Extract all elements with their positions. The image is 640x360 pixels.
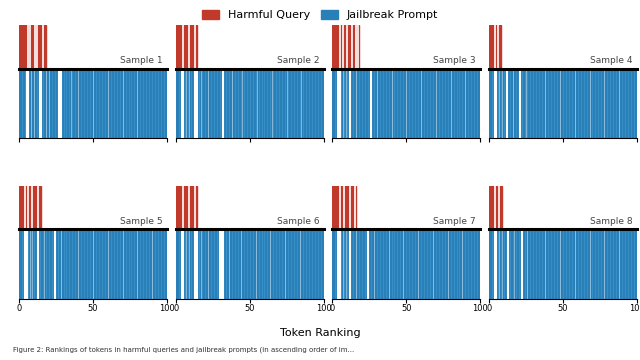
Bar	[489, 186, 502, 229]
Bar	[176, 25, 196, 69]
Bar	[19, 25, 46, 69]
Text: Sample 5: Sample 5	[120, 217, 163, 226]
Text: Sample 2: Sample 2	[276, 56, 319, 65]
Text: Token Ranking: Token Ranking	[280, 328, 360, 338]
Bar	[489, 25, 501, 69]
Text: Figure 2: Rankings of tokens in harmful queries and jailbreak prompts (in ascend: Figure 2: Rankings of tokens in harmful …	[13, 346, 354, 353]
Text: Sample 7: Sample 7	[433, 217, 476, 226]
Bar	[332, 25, 359, 69]
Text: Sample 1: Sample 1	[120, 56, 163, 65]
Bar	[332, 186, 356, 229]
Text: Sample 4: Sample 4	[590, 56, 632, 65]
Legend: Harmful Query, Jailbreak Prompt: Harmful Query, Jailbreak Prompt	[198, 5, 442, 25]
Bar	[19, 186, 42, 229]
Text: Sample 6: Sample 6	[276, 217, 319, 226]
Text: Sample 8: Sample 8	[589, 217, 632, 226]
Bar	[176, 186, 196, 229]
Text: Sample 3: Sample 3	[433, 56, 476, 65]
